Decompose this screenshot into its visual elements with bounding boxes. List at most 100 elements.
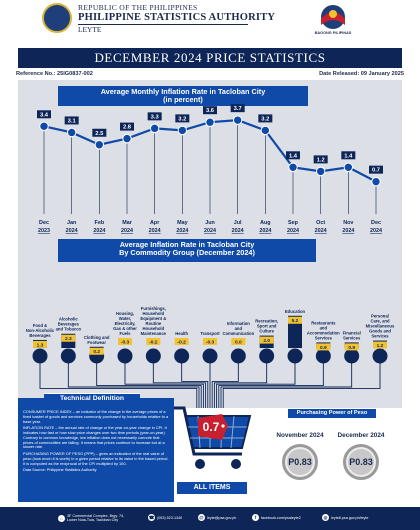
category-label: Transport — [200, 331, 220, 336]
data-label-box — [258, 114, 273, 123]
data-label: 3.3 — [151, 114, 160, 120]
data-label: 1.4 — [344, 153, 353, 159]
technical-definition-box: CONSUMER PRICE INDEX – an indicator of t… — [18, 398, 174, 502]
value-label: 0.2 — [93, 349, 100, 355]
data-label: 3.2 — [178, 116, 186, 122]
data-label-box — [64, 116, 79, 125]
campaign-label: BAGONG PILIPINAS — [314, 31, 352, 35]
data-point — [288, 162, 298, 172]
x-tick-year: 2024 — [342, 228, 354, 234]
x-tick-month: Dec — [371, 220, 381, 226]
x-tick-year: 2024 — [370, 228, 382, 234]
phone-icon: ☎ — [148, 514, 155, 521]
connector-line — [220, 362, 353, 408]
value-badge — [146, 338, 161, 345]
header-republic: REPUBLIC OF THE PHILIPPINES — [78, 3, 198, 12]
commodity-icon — [202, 348, 218, 364]
globe-icon: ◎ — [322, 514, 329, 521]
email-icon: @ — [198, 514, 205, 521]
psa-seal-logo — [42, 3, 72, 33]
footer-web[interactable]: leyte8.psa.gov.ph/leyte — [331, 515, 369, 520]
data-label-box — [37, 110, 51, 119]
pp-coin-november: P0.83 — [282, 444, 318, 480]
technical-definition-title: Technical Definition — [44, 393, 140, 403]
header: REPUBLIC OF THE PHILIPPINES PHILIPPINE S… — [0, 0, 420, 38]
data-label: 1.2 — [317, 157, 325, 163]
x-tick-month: Sep — [288, 220, 299, 226]
x-tick-month: Nov — [343, 220, 353, 226]
category-label: Education — [285, 309, 306, 314]
facebook-icon: f — [252, 514, 259, 521]
data-label-box — [120, 122, 134, 131]
pp-coin-december: P0.83 — [343, 444, 379, 480]
x-tick-year: 2024 — [121, 228, 133, 234]
release-date: Date Released: 09 January 2025 — [319, 71, 404, 77]
data-label-box — [230, 104, 245, 113]
commodity-icon — [344, 348, 360, 364]
data-point — [39, 121, 49, 131]
connector-line — [152, 362, 207, 408]
value-badge — [344, 343, 359, 351]
connector-line — [67, 362, 200, 408]
commodity-icon — [174, 348, 190, 364]
data-label-box — [92, 128, 107, 137]
data-label-box — [286, 151, 300, 160]
connector-line — [124, 362, 204, 408]
data-label: 3.7 — [234, 106, 242, 112]
commodity-icon — [32, 348, 48, 364]
definition-cpi: CONSUMER PRICE INDEX – an indicator of t… — [23, 409, 169, 424]
value-label: -0.3 — [121, 339, 130, 345]
x-tick-month: Jul — [234, 220, 242, 226]
footer-phone: (053) 523-1340 — [157, 515, 183, 520]
reference-number: Reference No.: 25IG0837-002 — [16, 71, 93, 77]
x-tick-year: 2024 — [259, 228, 271, 234]
all-items-tag-icon: 0.7 — [198, 414, 228, 440]
data-point — [205, 117, 215, 127]
commodity-icon — [60, 348, 76, 364]
commodity-icon — [315, 348, 331, 364]
value-badge — [61, 334, 76, 342]
data-point — [177, 125, 188, 136]
data-label: 3.1 — [68, 118, 77, 124]
data-label: 1.4 — [289, 153, 298, 159]
pp-month-december: December 2024 — [337, 432, 385, 439]
value-label: 2.3 — [65, 336, 72, 342]
page-title-banner: DECEMBER 2024 PRICE STATISTICS — [18, 48, 402, 68]
data-point — [371, 176, 381, 187]
data-point — [94, 140, 105, 150]
x-tick-year: 2024 — [315, 228, 327, 234]
x-tick-month: Oct — [316, 220, 325, 226]
footer-email[interactable]: leyte@psa.gov.ph — [207, 515, 237, 520]
location-icon: ⌂ — [58, 514, 65, 522]
x-tick-month: Dec — [39, 220, 49, 226]
header-region: LEYTE — [78, 25, 102, 35]
bar — [89, 346, 104, 348]
value-badge — [373, 341, 387, 349]
data-label-box — [175, 114, 190, 123]
footer-contact-bar: ⌂ 3F Commercial Complex, Brgy. 74, Lower … — [0, 507, 420, 530]
x-tick-year: 2024 — [149, 228, 161, 234]
data-label: 3.2 — [261, 116, 269, 122]
all-items-label: ALL ITEMS — [177, 482, 247, 494]
value-label: 1.2 — [377, 343, 384, 349]
definition-source: Data Source: Philippine Statistics Autho… — [23, 467, 97, 473]
x-tick-month: Aug — [260, 220, 270, 226]
footer-facebook[interactable]: facebook.com/psaleyte2 — [261, 515, 301, 520]
purchasing-power-title: Purchasing Power of Peso — [288, 409, 376, 418]
data-label: 3.4 — [40, 112, 49, 118]
x-tick-month: Jun — [205, 220, 215, 226]
x-tick-year: 2024 — [287, 228, 299, 234]
data-label-box — [369, 165, 383, 174]
connector-line — [218, 362, 324, 408]
data-point — [149, 123, 160, 134]
data-label: 3.6 — [206, 108, 215, 114]
value-badge — [316, 343, 331, 351]
data-point — [315, 166, 326, 177]
category-label: Financial Services — [343, 330, 361, 340]
category-label: Furnishings, Household Equipment & Routine H… — [140, 306, 166, 336]
monthly-chart-title: Average Monthly Inflation Rate in Taclob… — [58, 86, 308, 106]
value-label: 0.9 — [320, 345, 327, 351]
data-label-box — [147, 112, 162, 121]
value-label: 5.2 — [292, 318, 299, 324]
